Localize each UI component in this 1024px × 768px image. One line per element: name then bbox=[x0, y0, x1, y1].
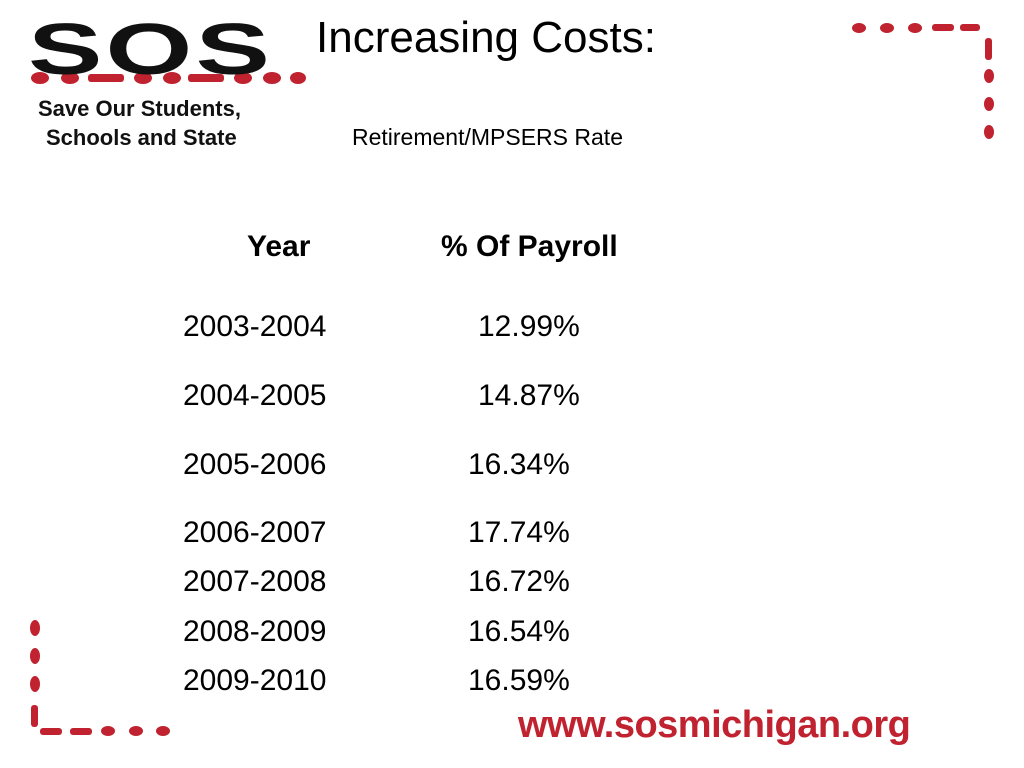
logo-line: Save Our Students, bbox=[38, 96, 241, 121]
logo-line: Schools and State bbox=[46, 125, 237, 150]
year-cell: 2008-2009 bbox=[183, 615, 327, 648]
rate-cell: 16.34% bbox=[468, 448, 570, 481]
column-header: Year bbox=[247, 230, 311, 263]
year-cell: 2004-2005 bbox=[183, 379, 327, 412]
year-cell: 2006-2007 bbox=[183, 516, 327, 549]
rate-cell: 14.87% bbox=[478, 379, 580, 412]
year-cell: 2009-2010 bbox=[183, 664, 327, 697]
year-cell: 2005-2006 bbox=[183, 448, 327, 481]
column-header: % Of Payroll bbox=[441, 230, 618, 263]
rate-cell: 16.59% bbox=[468, 664, 570, 697]
year-cell: 2007-2008 bbox=[183, 565, 327, 598]
title: Increasing Costs: bbox=[316, 13, 656, 62]
rate-cell: 16.54% bbox=[468, 615, 570, 648]
rate-cell: 17.74% bbox=[468, 516, 570, 549]
footer-url: www.sosmichigan.org bbox=[518, 704, 911, 746]
subtitle: Retirement/MPSERS Rate bbox=[352, 124, 623, 150]
rate-cell: 16.72% bbox=[468, 565, 570, 598]
logo-mark: SOS bbox=[28, 10, 273, 90]
year-cell: 2003-2004 bbox=[183, 310, 327, 343]
rate-cell: 12.99% bbox=[478, 310, 580, 343]
